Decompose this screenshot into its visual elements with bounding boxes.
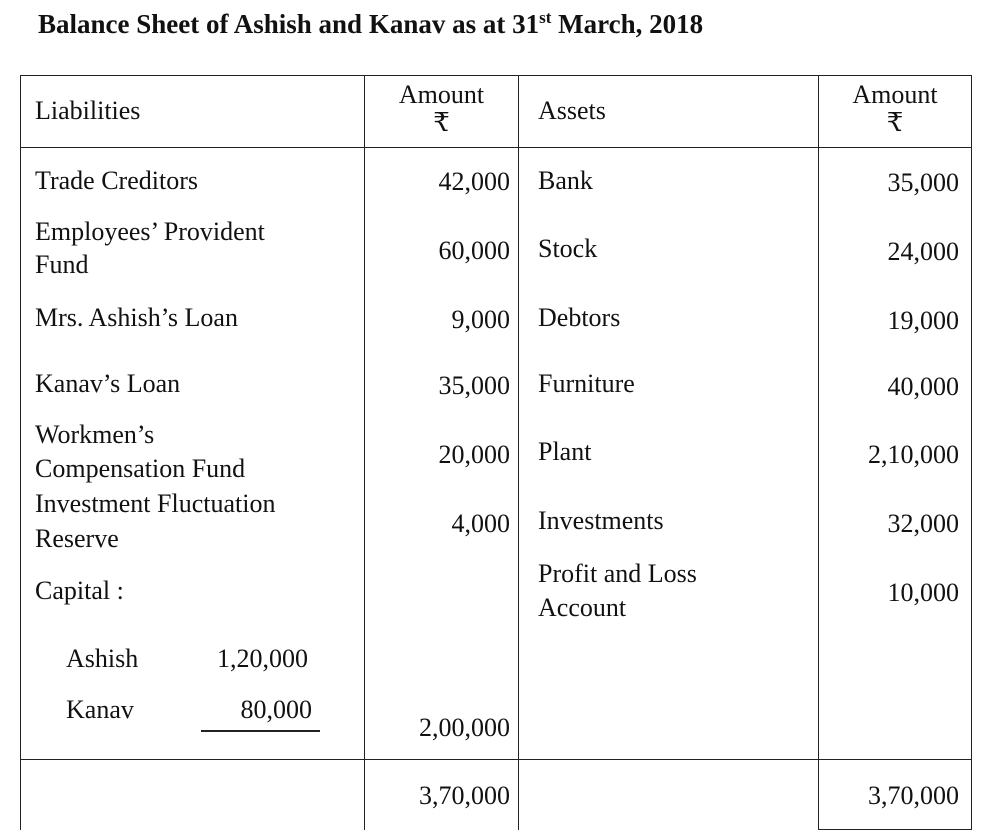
asset-profit-loss-amount: 10,000: [887, 578, 960, 607]
asset-stock: Stock: [538, 234, 598, 263]
assets-amount-bottom-border: [818, 829, 972, 830]
liability-kanav-loan: Kanav’s Loan: [35, 369, 181, 398]
liabilities-amount-divider: [364, 75, 365, 830]
capital-total-amount: 2,00,000: [419, 713, 510, 742]
liabilities-total: 3,70,000: [419, 781, 510, 810]
right-border: [971, 75, 972, 830]
liability-ifr-line1: Investment Fluctuation: [35, 489, 276, 518]
liability-workmen-fund-amount: 20,000: [438, 440, 511, 469]
liability-workmen-fund-line2: Compensation Fund: [35, 454, 246, 483]
liability-mrs-ashish-loan: Mrs. Ashish’s Loan: [35, 303, 238, 332]
asset-debtors: Debtors: [538, 303, 621, 332]
header-assets-currency: ₹: [886, 108, 904, 137]
liability-provident-fund-line2: Fund: [35, 250, 89, 279]
header-divider: [20, 147, 972, 148]
header-assets-amount: Amount: [852, 80, 938, 109]
capital-label: Capital :: [35, 576, 124, 605]
assets-divider: [518, 75, 519, 830]
assets-amount-divider: [818, 75, 819, 830]
balance-sheet-table: Liabilities Amount ₹ Assets Amount ₹ Tra…: [20, 75, 972, 830]
asset-furniture: Furniture: [538, 369, 635, 398]
capital-partner-ashish-amount: 1,20,000: [217, 644, 308, 673]
asset-bank-amount: 35,000: [887, 168, 960, 197]
capital-partner-kanav: Kanav: [66, 695, 134, 724]
asset-investments: Investments: [538, 506, 664, 535]
liability-workmen-fund-line1: Workmen’s: [35, 420, 155, 449]
asset-furniture-amount: 40,000: [887, 372, 960, 401]
liability-trade-creditors: Trade Creditors: [35, 166, 198, 195]
liability-mrs-ashish-loan-amount: 9,000: [451, 305, 511, 334]
title-prefix: Balance Sheet of Ashish and Kanav as at …: [38, 9, 540, 39]
capital-partner-kanav-amount: 80,000: [240, 695, 313, 724]
asset-profit-loss-line1: Profit and Loss: [538, 559, 697, 588]
liability-provident-fund-line1: Employees’ Provident: [35, 217, 265, 246]
total-row-divider: [20, 759, 972, 760]
header-liabilities: Liabilities: [35, 96, 141, 125]
assets-total: 3,70,000: [868, 781, 959, 810]
capital-subtotal-underline: [201, 730, 320, 732]
asset-plant-amount: 2,10,000: [868, 440, 959, 469]
liability-trade-creditors-amount: 42,000: [438, 167, 511, 196]
liability-kanav-loan-amount: 35,000: [438, 371, 511, 400]
header-assets: Assets: [538, 96, 606, 125]
header-liabilities-currency: ₹: [433, 108, 450, 137]
asset-debtors-amount: 19,000: [887, 306, 960, 335]
left-border: [20, 75, 21, 830]
table-top-border: [20, 75, 972, 76]
asset-bank: Bank: [538, 166, 593, 195]
liability-ifr-amount: 4,000: [451, 509, 511, 538]
asset-profit-loss-line2: Account: [538, 593, 627, 622]
asset-plant: Plant: [538, 437, 592, 466]
header-liabilities-amount: Amount: [398, 80, 485, 109]
liability-provident-fund-amount: 60,000: [438, 236, 511, 265]
title-superscript: st: [539, 8, 552, 27]
title-suffix: March, 2018: [551, 9, 704, 39]
liability-ifr-line2: Reserve: [35, 524, 119, 553]
balance-sheet-title: Balance Sheet of Ashish and Kanav as at …: [38, 8, 703, 40]
asset-investments-amount: 32,000: [887, 509, 960, 538]
capital-partner-ashish: Ashish: [66, 644, 139, 673]
asset-stock-amount: 24,000: [887, 237, 960, 266]
